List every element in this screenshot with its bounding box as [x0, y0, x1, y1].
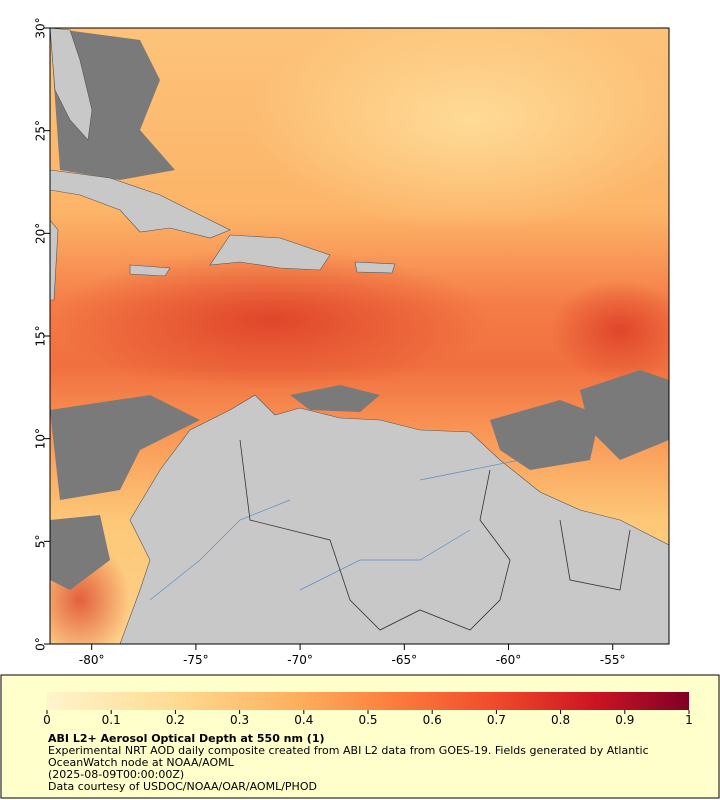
x-tick-label: -65°	[392, 653, 418, 667]
map-area	[50, 28, 669, 644]
x-tick-label: -75°	[183, 653, 209, 667]
legend-time: (2025-08-09T00:00:00Z)	[48, 768, 185, 781]
y-tick-label: 10°	[34, 428, 48, 449]
colorbar-ticks: 0 0.1 0.2 0.3 0.4 0.5 0.6 0.7 0.8 0.9 1	[43, 710, 693, 727]
x-tick-label: -80°	[79, 653, 105, 667]
central-america	[50, 219, 59, 301]
x-tick-label: -60°	[496, 653, 522, 667]
y-tick-label: 20°	[34, 223, 48, 244]
colorbar-tick-label: 0.7	[487, 713, 506, 727]
colorbar	[47, 692, 689, 710]
puerto-rico	[354, 261, 396, 274]
colorbar-tick-label: 0.6	[423, 713, 442, 727]
colorbar-tick-label: 0	[43, 713, 51, 727]
colorbar-tick-label: 0.4	[294, 713, 313, 727]
jamaica	[129, 264, 171, 277]
colorbar-tick-label: 0.2	[166, 713, 185, 727]
river	[419, 459, 521, 481]
cloud-mask	[50, 28, 669, 590]
cloud	[490, 400, 600, 470]
border	[239, 439, 511, 631]
cloud	[50, 395, 200, 500]
cloud	[580, 370, 669, 460]
legend-text: ABI L2+ Aerosol Optical Depth at 550 nm …	[48, 733, 688, 793]
y-tick-label: 5°	[34, 535, 48, 549]
river	[149, 499, 291, 601]
colorbar-tick-label: 1	[685, 713, 693, 727]
florida	[50, 28, 93, 141]
aod-high-region	[50, 250, 490, 390]
y-tick-label: 0°	[34, 637, 48, 651]
y-tick-label: 15°	[34, 325, 48, 346]
legend-credit: Data courtesy of USDOC/NOAA/OAR/AOML/PHO…	[48, 780, 317, 793]
cuba	[50, 169, 231, 239]
y-tick-label: 30°	[34, 17, 48, 38]
colorbar-tick-label: 0.5	[358, 713, 377, 727]
border	[559, 519, 631, 591]
hispaniola	[209, 234, 331, 271]
land	[50, 28, 669, 644]
legend-description: Experimental NRT AOD daily composite cre…	[48, 744, 649, 769]
cloud	[50, 515, 110, 590]
borders	[239, 439, 631, 631]
rivers	[149, 459, 521, 601]
south-america	[119, 394, 669, 644]
aod-high-region	[550, 280, 669, 380]
axes: -80° -75° -70° -65° -60° -55° 0° 5° 10° 15° 20° 25°…	[34, 17, 626, 667]
colorbar-tick-label: 0.8	[551, 713, 570, 727]
x-tick-label: -70°	[287, 653, 313, 667]
cloud	[290, 385, 380, 412]
x-tick-label: -55°	[600, 653, 626, 667]
aod-low-region	[250, 28, 669, 230]
legend-title: ABI L2+ Aerosol Optical Depth at 550 nm …	[48, 732, 325, 745]
colorbar-tick-label: 0.3	[230, 713, 249, 727]
y-tick-label: 25°	[34, 120, 48, 141]
colorbar-tick-label: 0.9	[615, 713, 634, 727]
colorbar-tick-label: 0.1	[102, 713, 121, 727]
river	[299, 529, 471, 591]
